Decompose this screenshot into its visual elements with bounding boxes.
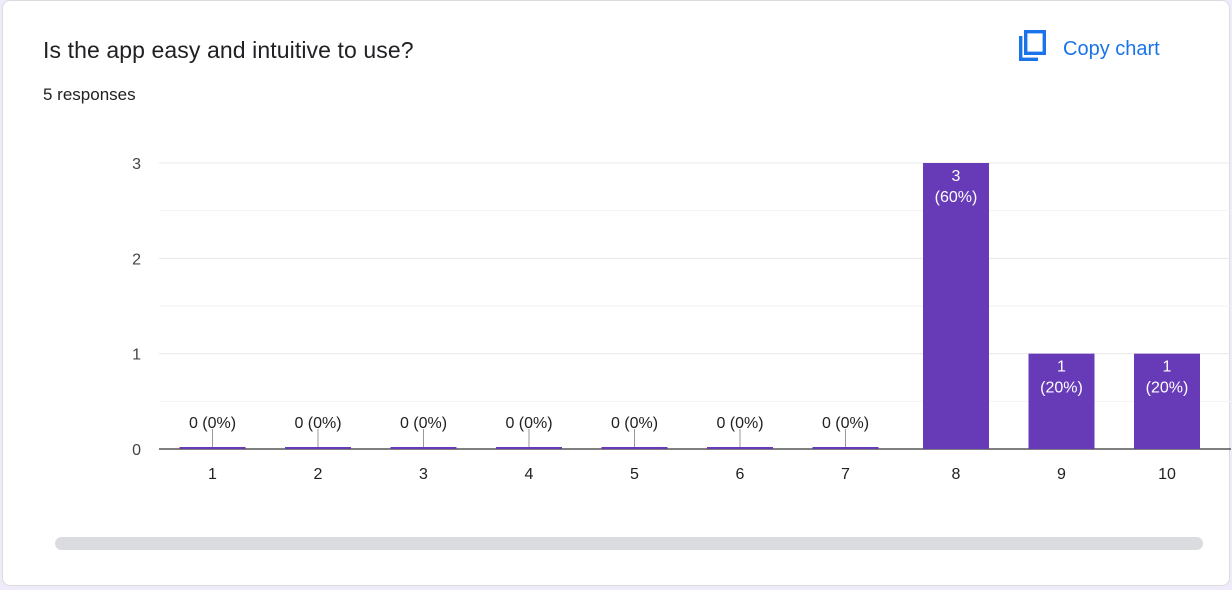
bar-5[interactable] [601, 447, 668, 449]
x-tick-label: 5 [630, 466, 639, 483]
x-tick-label: 9 [1057, 466, 1066, 483]
bar-1[interactable] [179, 447, 246, 449]
bar-6[interactable] [707, 447, 773, 449]
data-label-6: 0 (0%) [716, 415, 763, 432]
bar-4[interactable] [496, 447, 562, 449]
response-count: 5 responses [43, 85, 136, 104]
data-label-9: (20%) [1040, 380, 1083, 397]
data-label-9: 1 [1057, 359, 1066, 376]
data-label-8: 3 [952, 168, 961, 185]
bar-chart: 0 1 2 3 0 (0%) 1 0 (0%) 2 0 (0%) 3 0 (0%) 4 0 (0%) 5 0… [132, 156, 1231, 483]
data-label-3: 0 (0%) [400, 415, 447, 432]
data-label-5: 0 (0%) [611, 415, 658, 432]
data-label-7: 0 (0%) [822, 415, 869, 432]
y-tick-label: 3 [132, 156, 141, 173]
data-label-10: (20%) [1146, 380, 1189, 397]
copy-chart-button[interactable]: Copy chart [1017, 29, 1160, 69]
data-label-2: 0 (0%) [294, 415, 341, 432]
x-tick-label: 6 [736, 466, 745, 483]
x-tick-label: 7 [841, 466, 850, 483]
x-tick-label: 10 [1158, 466, 1176, 483]
copy-chart-label: Copy chart [1063, 37, 1160, 60]
x-tick-label: 2 [314, 466, 323, 483]
bar-2[interactable] [285, 447, 351, 449]
y-tick-label: 2 [132, 251, 141, 268]
bar-7[interactable] [812, 447, 879, 449]
copy-icon [1017, 29, 1047, 69]
y-tick-label: 1 [132, 347, 141, 364]
horizontal-scrollbar[interactable] [55, 537, 1203, 550]
question-title: Is the app easy and intuitive to use? [43, 37, 414, 63]
data-label-4: 0 (0%) [505, 415, 552, 432]
bar-9[interactable] [1028, 353, 1095, 449]
bar-10[interactable] [1134, 353, 1200, 449]
bar-8[interactable] [923, 163, 989, 449]
x-tick-label: 3 [419, 466, 428, 483]
data-label-8: (60%) [935, 189, 978, 206]
data-label-10: 1 [1163, 359, 1172, 376]
bar-3[interactable] [390, 447, 457, 449]
x-tick-label: 1 [208, 466, 217, 483]
x-tick-label: 4 [525, 466, 534, 483]
x-tick-label: 8 [952, 466, 961, 483]
y-tick-label: 0 [132, 442, 141, 459]
data-label-1: 0 (0%) [189, 415, 236, 432]
